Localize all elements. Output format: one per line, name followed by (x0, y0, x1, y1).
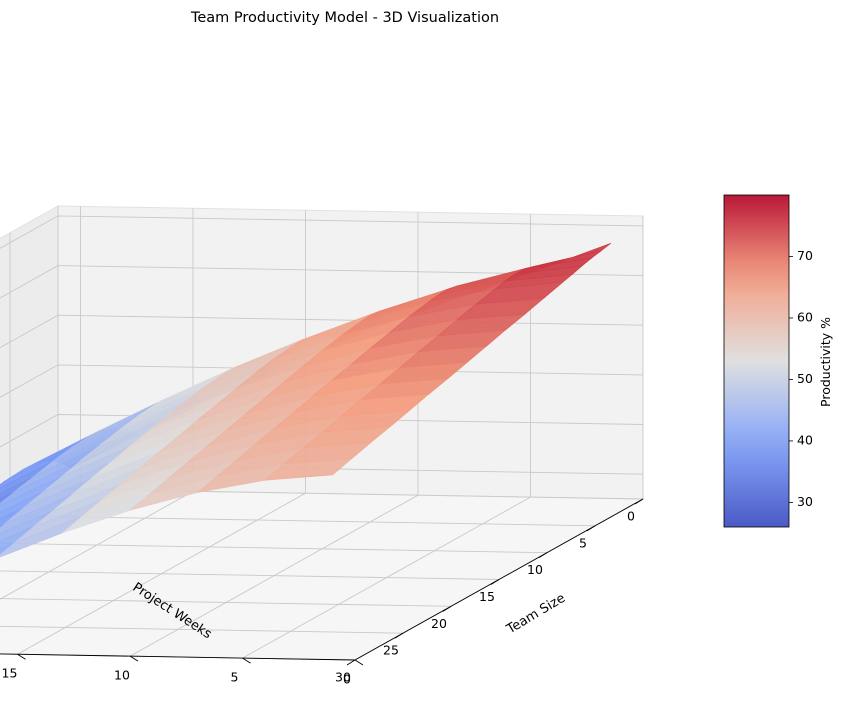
y-tick-mark (129, 655, 139, 662)
colorbar-tick-label: 70 (797, 248, 813, 263)
x-tick-mark (442, 605, 452, 612)
gridline-z (0, 414, 644, 448)
gridline-z (0, 215, 644, 249)
colorbar-tick-label: 50 (797, 371, 813, 386)
y-tick-mark (17, 653, 26, 660)
gridline-z (0, 265, 644, 299)
colorbar-ticks: 30 40 50 60 70 (789, 248, 813, 509)
x-tick-label: 25 (383, 643, 399, 658)
colorbar-label: Productivity % (818, 317, 833, 407)
x-tick-mark (634, 498, 644, 505)
surface-patch (264, 458, 353, 481)
x-tick-label: 10 (527, 562, 543, 577)
gridline-team (0, 542, 548, 554)
colorbar-tick-label: 30 (797, 494, 813, 509)
x-tick-label: 5 (579, 535, 587, 550)
x-axis-label: Team Size (504, 591, 568, 638)
x-tick-label: 0 (627, 509, 635, 524)
colorbar-tick-label: 40 (797, 432, 813, 447)
tick-labels: 0510152025300510152025304050607080 (2, 509, 635, 687)
x-tick-mark (346, 659, 356, 666)
colorbar-gradient (723, 194, 790, 528)
y-tick-label: 0 (343, 672, 351, 687)
axis-lines (0, 498, 644, 666)
y-tick-label: 10 (114, 668, 130, 683)
gridline-team (0, 598, 452, 607)
colorbar: 30 40 50 60 70 (723, 194, 813, 528)
surface-plot (0, 243, 612, 558)
x-tick-mark (538, 552, 548, 559)
x-tick-mark (394, 632, 404, 639)
y-axis-line (0, 653, 356, 661)
x-tick-label: 20 (431, 616, 447, 631)
x-tick-mark (586, 525, 596, 532)
y-tick-label: 15 (2, 666, 18, 681)
chart-title: Team Productivity Model - 3D Visualizati… (190, 10, 499, 26)
gridline-weeks (17, 210, 306, 655)
x-tick-label: 15 (479, 589, 495, 604)
x-tick-mark (490, 579, 500, 585)
colorbar-tick-label: 60 (797, 309, 813, 324)
x-tick-label: 30 (335, 670, 351, 685)
y-tick-mark (354, 659, 364, 666)
y-tick-label: 5 (231, 670, 239, 685)
gridline-team (0, 625, 404, 634)
y-tick-mark (242, 657, 251, 664)
gridline-team (0, 570, 500, 580)
